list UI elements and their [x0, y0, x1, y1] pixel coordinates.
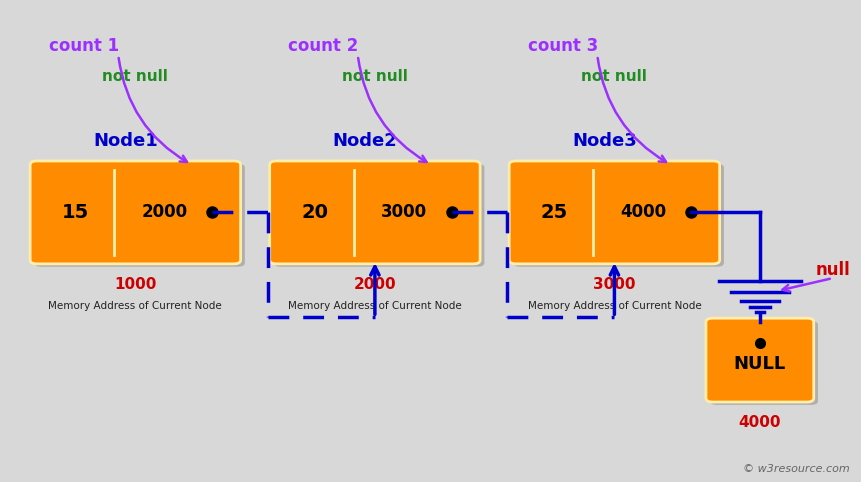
Text: Memory Address of Current Node: Memory Address of Current Node: [528, 301, 702, 310]
Text: 4000: 4000: [739, 415, 781, 430]
FancyBboxPatch shape: [269, 161, 480, 264]
Text: 3000: 3000: [381, 203, 427, 221]
Text: 2000: 2000: [354, 277, 396, 292]
FancyBboxPatch shape: [513, 164, 724, 267]
FancyBboxPatch shape: [509, 161, 720, 264]
Text: 1000: 1000: [115, 277, 157, 292]
Text: 20: 20: [301, 203, 329, 222]
Text: Node3: Node3: [573, 133, 637, 150]
FancyBboxPatch shape: [710, 321, 818, 405]
Text: not null: not null: [102, 69, 168, 84]
Text: 15: 15: [62, 203, 90, 222]
Text: Memory Address of Current Node: Memory Address of Current Node: [288, 301, 461, 310]
FancyBboxPatch shape: [706, 318, 814, 402]
FancyBboxPatch shape: [274, 164, 485, 267]
Text: Memory Address of Current Node: Memory Address of Current Node: [48, 301, 222, 310]
Text: 3000: 3000: [593, 277, 635, 292]
Text: Node2: Node2: [332, 133, 398, 150]
FancyBboxPatch shape: [30, 161, 240, 264]
Text: © w3resource.com: © w3resource.com: [743, 465, 850, 474]
Text: NULL: NULL: [734, 355, 786, 373]
Text: not null: not null: [342, 69, 408, 84]
FancyBboxPatch shape: [34, 164, 245, 267]
Text: not null: not null: [581, 69, 647, 84]
Text: count 2: count 2: [288, 37, 359, 54]
Text: 25: 25: [541, 203, 568, 222]
Text: count 1: count 1: [49, 37, 119, 54]
Text: 2000: 2000: [141, 203, 188, 221]
Text: 4000: 4000: [620, 203, 666, 221]
Text: count 3: count 3: [528, 37, 598, 54]
Text: null: null: [815, 261, 850, 279]
Text: Node1: Node1: [93, 133, 158, 150]
